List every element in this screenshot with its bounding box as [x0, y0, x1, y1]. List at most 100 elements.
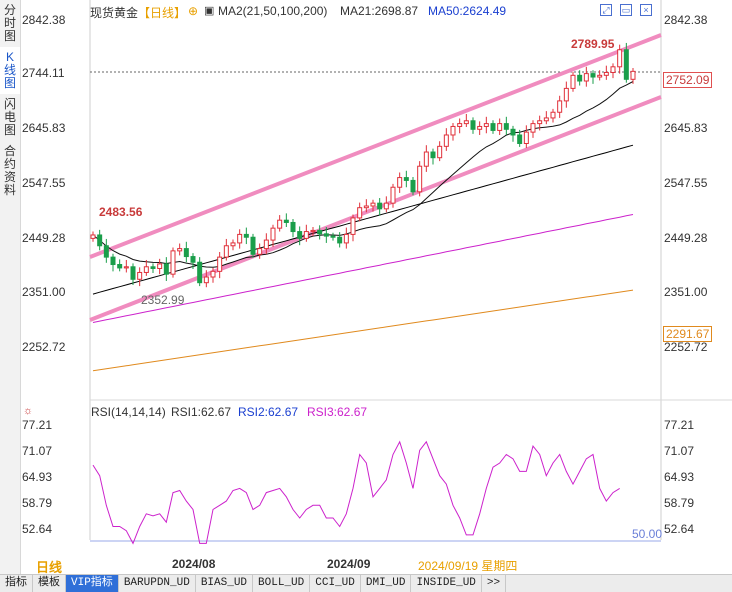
chart-area[interactable]: 2483.56 2352.99 2789.95 ☼ RSI(14,14,14) …	[21, 0, 732, 556]
tab-dmi[interactable]: DMI_UD	[361, 575, 412, 592]
candle-body	[463, 120, 469, 125]
candle-body	[437, 145, 443, 159]
candle-body	[237, 233, 243, 244]
candle-body	[157, 263, 163, 269]
candle-body	[183, 248, 189, 258]
candle-body	[117, 264, 123, 269]
candle-body	[623, 49, 629, 80]
high-price-label: 2789.95	[571, 37, 615, 51]
indicator-icon[interactable]: ▣	[204, 5, 215, 17]
candle-body	[443, 134, 449, 147]
tab-cci[interactable]: CCI_UD	[310, 575, 361, 592]
tab-indicators[interactable]: 指标	[0, 575, 33, 592]
candle-body	[537, 120, 543, 125]
current-price-tag: 2752.09	[663, 72, 713, 88]
candle-body	[390, 186, 396, 204]
rsi1-readout: RSI1:62.67	[171, 405, 231, 419]
channel-upper-line	[89, 33, 662, 259]
tab-intraday[interactable]: 分时图	[3, 3, 16, 43]
indicator-tab-bar: 指标 模板 VIP指标 BARUPDN_UD BIAS_UD BOLL_UD C…	[0, 574, 732, 592]
tab-inside[interactable]: INSIDE_UD	[411, 575, 482, 592]
date-tick: 2024/08	[172, 557, 216, 571]
tab-barupdn[interactable]: BARUPDN_UD	[119, 575, 196, 592]
symbol-name: 现货黄金	[90, 6, 139, 20]
candle-body	[563, 87, 569, 102]
candle-body	[303, 231, 309, 239]
price-tick-left: 2449.28	[22, 231, 66, 245]
price-tick: 2842.38	[664, 13, 708, 27]
candle-body	[110, 256, 116, 266]
candle-body	[223, 245, 229, 258]
price-tick-left: 2645.83	[22, 121, 66, 135]
ma50-line	[92, 144, 634, 295]
candle-body	[597, 74, 603, 78]
candle-body	[510, 128, 516, 136]
tab-boll[interactable]: BOLL_UD	[253, 575, 311, 592]
candle-body	[130, 266, 136, 280]
settings-icon[interactable]: ⊕	[188, 4, 199, 18]
low-price-label: 2352.99	[141, 293, 185, 307]
rsi3-readout: RSI3:62.67	[307, 405, 367, 419]
candle-body	[277, 219, 283, 229]
candle-body	[323, 233, 329, 237]
price-tick: 2351.00	[664, 285, 708, 299]
price-tick-left: 2842.38	[22, 13, 66, 27]
candle-body	[543, 117, 549, 122]
price-tick: 2547.55	[664, 176, 708, 190]
candle-body	[297, 231, 303, 239]
rsi-tick: 71.07	[664, 444, 695, 458]
candle-body	[317, 229, 323, 235]
candle-body	[190, 256, 196, 263]
tab-more[interactable]: >>	[482, 575, 507, 592]
candle-body	[143, 266, 149, 273]
rsi-tick: 58.79	[664, 496, 695, 510]
rsi-tick-left: 52.64	[22, 522, 53, 536]
candle-body	[483, 123, 489, 127]
ma200-price-tag: 2291.67	[663, 326, 713, 342]
candle-body	[123, 266, 129, 269]
period-label: 【日线】	[138, 6, 187, 20]
rsi-tick-left: 71.07	[22, 444, 53, 458]
candle-body	[343, 233, 349, 244]
rsi-title: RSI(14,14,14)	[91, 405, 166, 419]
candle-body	[337, 236, 343, 244]
candle-body	[163, 263, 169, 275]
period-indicator[interactable]: 日线	[36, 560, 63, 575]
candle-body	[457, 123, 463, 127]
ma50-readout: MA50:2624.49	[428, 4, 507, 18]
tab-vip-indicators[interactable]: VIP指标	[66, 575, 119, 592]
expand-icon[interactable]: ⤢	[600, 4, 612, 16]
rsi-tick: 64.93	[664, 470, 695, 484]
tab-tick[interactable]: 闪电图	[3, 97, 16, 137]
candle-body	[257, 248, 263, 255]
candle-body	[477, 125, 483, 130]
candle-body	[583, 73, 589, 82]
candle-body	[423, 151, 429, 167]
rsi-line	[92, 440, 620, 545]
ma200-line	[92, 289, 634, 372]
price-tick-left: 2351.00	[22, 285, 66, 299]
rsi-settings-icon[interactable]: ☼	[23, 405, 33, 417]
rsi-tick: 52.64	[664, 522, 695, 536]
tab-templates[interactable]: 模板	[33, 575, 66, 592]
close-icon[interactable]: ×	[640, 4, 652, 16]
tab-bias[interactable]: BIAS_UD	[196, 575, 254, 592]
candle-body	[177, 248, 183, 252]
window-icon[interactable]: ▭	[620, 4, 632, 16]
candle-body	[503, 123, 509, 130]
price-tick: 2449.28	[664, 231, 708, 245]
candle-body	[270, 227, 276, 241]
price-tick-left: 2252.72	[22, 340, 66, 354]
candle-body	[603, 71, 609, 76]
tab-contract-info[interactable]: 合约资料	[3, 144, 16, 197]
candle-body	[370, 202, 376, 207]
candle-body	[363, 205, 369, 209]
cursor-date: 2024/09/19 星期四	[418, 559, 518, 573]
candle-body	[430, 151, 436, 159]
candle-body	[417, 165, 423, 193]
date-axis: 日线 2024/08 2024/09 2024/09/19 星期四	[0, 556, 732, 575]
candle-body	[410, 179, 416, 193]
rsi-tick-left: 58.79	[22, 496, 53, 510]
candle-body	[383, 202, 389, 210]
